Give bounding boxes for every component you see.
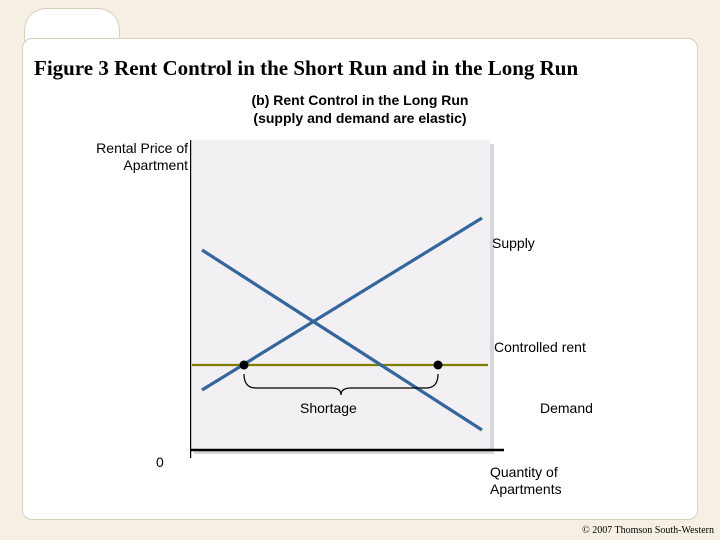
figure-title: Figure 3 Rent Control in the Short Run a…: [34, 56, 578, 81]
copyright-text: © 2007 Thomson South-Western: [582, 525, 714, 536]
figure-subtitle: (b) Rent Control in the Long Run (supply…: [0, 92, 720, 127]
x-axis-label: Quantity of Apartments: [490, 464, 610, 498]
y-axis-label: Rental Price of Apartment: [68, 140, 188, 174]
controlled-rent-label: Controlled rent: [494, 339, 586, 355]
origin-label: 0: [156, 454, 164, 470]
shortage-label: Shortage: [300, 400, 357, 416]
subtitle-line-1: (b) Rent Control in the Long Run: [252, 92, 469, 108]
supply-label: Supply: [492, 235, 535, 251]
demand-label: Demand: [540, 400, 593, 416]
subtitle-line-2: (supply and demand are elastic): [253, 110, 466, 126]
